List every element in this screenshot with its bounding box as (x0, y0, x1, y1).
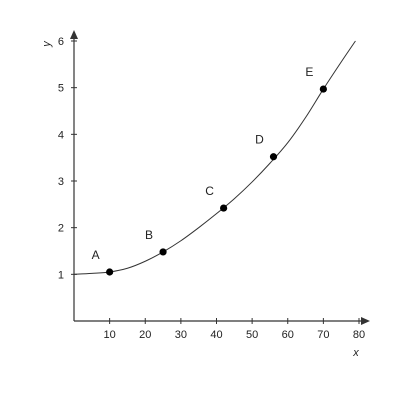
x-tick-label: 80 (353, 329, 365, 341)
data-point-label-b: B (145, 228, 153, 242)
data-point-c (220, 204, 228, 212)
y-tick-label: 2 (58, 223, 64, 235)
data-point-label-c: C (205, 184, 214, 198)
y-tick-label: 6 (58, 36, 64, 48)
y-tick-label: 1 (58, 269, 64, 281)
x-tick-label: 40 (210, 329, 222, 341)
x-axis-title: x (352, 347, 359, 359)
x-axis-arrow-icon (361, 317, 370, 325)
x-tick-label: 10 (104, 329, 116, 341)
data-point-label-d: D (255, 133, 264, 147)
curve-layer (73, 40, 356, 275)
y-tick-label: 3 (58, 176, 64, 188)
y-tick-label: 5 (58, 83, 64, 95)
y-tick-label: 4 (58, 129, 64, 141)
y-axis-arrow-icon (70, 30, 78, 39)
x-tick-label: 70 (317, 329, 329, 341)
x-tick-label: 20 (139, 329, 151, 341)
y-axis-title: y (41, 40, 53, 48)
labels-layer: A B C D E (92, 65, 314, 262)
data-point-e (319, 85, 327, 93)
data-point-a (106, 268, 114, 276)
data-point-b (159, 248, 167, 256)
series-curve (73, 40, 356, 275)
data-point-d (269, 153, 278, 161)
x-tick-label: 30 (175, 329, 187, 341)
points-layer (106, 85, 327, 276)
data-point-label-a: A (92, 248, 100, 262)
x-tick-label: 60 (282, 329, 294, 341)
data-point-label-e: E (305, 65, 313, 79)
x-tick-label: 50 (246, 329, 258, 341)
